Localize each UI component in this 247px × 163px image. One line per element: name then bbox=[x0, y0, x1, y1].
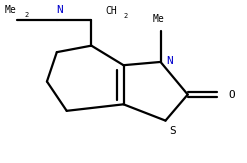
Text: Me: Me bbox=[4, 5, 16, 15]
Text: CH: CH bbox=[105, 6, 117, 16]
Text: N: N bbox=[56, 5, 63, 15]
Text: 2: 2 bbox=[124, 13, 128, 19]
Text: Me: Me bbox=[152, 15, 164, 24]
Text: O: O bbox=[228, 89, 235, 100]
Text: S: S bbox=[169, 126, 176, 136]
Text: 2: 2 bbox=[24, 12, 28, 18]
Text: N: N bbox=[167, 56, 173, 66]
